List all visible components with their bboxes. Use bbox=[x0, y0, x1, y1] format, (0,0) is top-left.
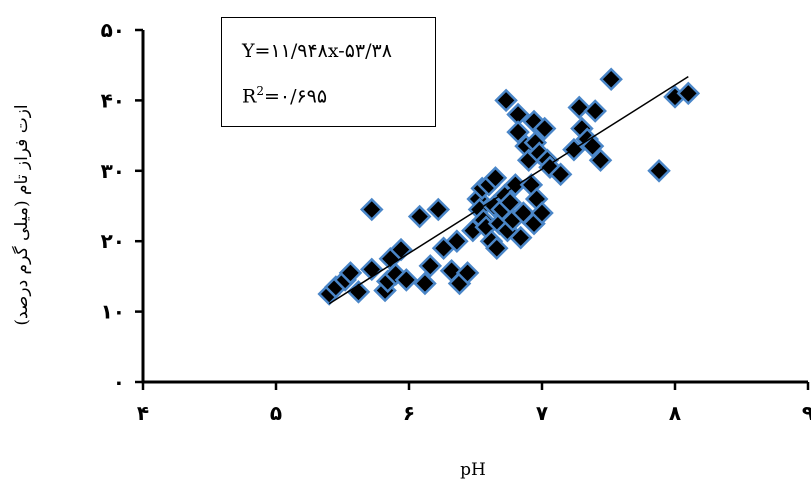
data-point-diamond bbox=[567, 95, 592, 120]
data-point-diamond bbox=[588, 148, 613, 173]
x-axis-ticks: ۴ ۵ ۶ ۷ ۸ ۹ bbox=[137, 382, 811, 425]
data-point-diamond bbox=[359, 197, 384, 222]
regression-equation-box: Y=۱۱/۹۴۸x-۵۳/۳۸ R2=۰/۶۹۵ bbox=[221, 17, 436, 127]
data-point-diamond bbox=[508, 225, 533, 250]
data-points bbox=[317, 67, 701, 306]
regression-equation: Y=۱۱/۹۴۸x-۵۳/۳۸ bbox=[242, 40, 392, 62]
x-tick-label: ۹ bbox=[802, 401, 811, 425]
data-point-diamond bbox=[583, 99, 607, 123]
data-point-diamond bbox=[418, 254, 443, 278]
data-point-diamond bbox=[455, 261, 480, 285]
data-point-diamond bbox=[389, 237, 413, 262]
data-point-diamond bbox=[426, 197, 451, 222]
r-squared-exponent: 2 bbox=[256, 84, 264, 98]
r-squared-number: =۰/۶۹۵ bbox=[263, 85, 328, 108]
axes bbox=[141, 30, 808, 384]
trendline bbox=[328, 76, 689, 305]
data-point-diamond bbox=[532, 116, 557, 141]
data-point-diamond bbox=[394, 268, 419, 292]
data-point-diamond bbox=[485, 236, 509, 261]
x-axis-title: pH bbox=[460, 460, 486, 480]
x-tick-label: ۷ bbox=[536, 401, 548, 425]
y-tick-label: ۰ bbox=[113, 370, 125, 394]
trendline-group bbox=[328, 76, 689, 305]
x-tick-label: ۸ bbox=[669, 401, 681, 425]
data-point-diamond bbox=[483, 166, 508, 190]
data-point-diamond bbox=[445, 229, 469, 253]
data-point-diamond bbox=[338, 261, 363, 285]
data-point-diamond bbox=[407, 204, 432, 229]
x-tick-label: ۵ bbox=[270, 401, 282, 425]
y-tick-label: ۵۰ bbox=[101, 18, 125, 42]
x-tick-label: ۴ bbox=[137, 401, 149, 425]
y-axis-title: ازت فراز تام (میلی گرم درصد) bbox=[11, 104, 32, 325]
data-point-diamond bbox=[676, 81, 701, 106]
y-tick-label: ۳۰ bbox=[101, 159, 125, 183]
data-point-diamond bbox=[548, 162, 573, 187]
y-tick-label: ۱۰ bbox=[101, 300, 125, 324]
data-point-diamond bbox=[647, 159, 671, 183]
data-point-diamond bbox=[494, 88, 518, 113]
data-point-diamond bbox=[530, 201, 554, 225]
data-point-diamond bbox=[506, 120, 530, 144]
r-squared-symbol: R bbox=[242, 85, 257, 108]
x-tick-label: ۶ bbox=[403, 401, 415, 425]
r-squared-value: R2=۰/۶۹۵ bbox=[242, 84, 327, 107]
y-tick-label: ۲۰ bbox=[101, 229, 125, 253]
y-tick-label: ۴۰ bbox=[101, 88, 125, 112]
data-point-diamond bbox=[413, 271, 437, 296]
y-axis-ticks: ۰ ۱۰ ۲۰ ۳۰ ۴۰ ۵۰ bbox=[101, 18, 143, 394]
data-point-diamond bbox=[522, 109, 546, 134]
data-point-diamond bbox=[599, 67, 623, 92]
